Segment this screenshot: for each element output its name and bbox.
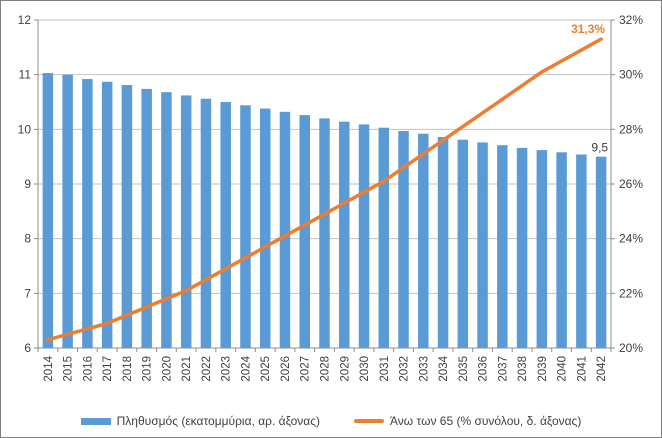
bar xyxy=(595,156,607,348)
left-axis-tick-label: 9 xyxy=(24,177,31,191)
right-axis-tick-label: 22% xyxy=(619,286,643,300)
x-axis-year-label: 2038 xyxy=(517,356,529,382)
x-axis-year-label: 2018 xyxy=(122,356,134,382)
right-axis-tick-label: 24% xyxy=(619,232,643,246)
x-axis-year-label: 2016 xyxy=(82,356,94,382)
x-axis-year-label: 2041 xyxy=(576,356,588,382)
x-axis-year-label: 2031 xyxy=(379,356,391,382)
x-axis-year-label: 2035 xyxy=(458,356,470,382)
bar xyxy=(82,79,93,348)
bar xyxy=(200,98,212,348)
right-axis-tick-label: 20% xyxy=(619,341,643,355)
over65-line xyxy=(46,37,603,342)
legend-label-population: Πληθυσμός (εκατομμύρια, αρ. άξονας) xyxy=(116,414,321,428)
x-axis-year-label: 2014 xyxy=(43,355,55,381)
bar xyxy=(576,154,587,348)
bar xyxy=(358,124,370,348)
bar xyxy=(437,136,449,348)
left-axis-tick-label: 10 xyxy=(18,122,32,136)
bar xyxy=(141,88,152,348)
left-axis-tick-label: 6 xyxy=(24,341,31,355)
bar xyxy=(240,105,251,348)
x-axis-year-label: 2021 xyxy=(181,356,193,382)
left-axis-tick-label: 12 xyxy=(18,13,32,27)
bar xyxy=(378,127,390,349)
left-axis-tick-label: 7 xyxy=(24,286,31,300)
bar xyxy=(259,108,271,348)
left-axis-tick-label: 11 xyxy=(19,68,32,82)
legend-label-over65: Άνω των 65 (% συνόλου, δ. άξονας) xyxy=(390,414,582,428)
right-axis-tick-label: 28% xyxy=(619,122,643,136)
x-axis-year-label: 2029 xyxy=(339,356,351,382)
x-axis-year-label: 2025 xyxy=(260,356,272,382)
x-axis-year-label: 2019 xyxy=(142,356,154,382)
x-axis-year-label: 2015 xyxy=(63,356,75,382)
x-axis-year-label: 2033 xyxy=(418,356,430,382)
bar xyxy=(42,73,54,348)
left-axis-tick-label: 8 xyxy=(24,232,31,246)
legend-item-over65: Άνω των 65 (% συνόλου, δ. άξονας) xyxy=(354,414,581,428)
bar xyxy=(299,115,310,349)
data-label: 9,5 xyxy=(591,141,608,155)
x-axis-year-label: 2017 xyxy=(102,356,114,382)
bar xyxy=(220,102,231,348)
bar xyxy=(319,118,330,349)
x-axis-year-label: 2042 xyxy=(596,356,608,382)
x-axis-year-label: 2022 xyxy=(201,356,213,382)
bar xyxy=(497,145,508,348)
data-label: 31,3% xyxy=(571,22,605,36)
bar xyxy=(398,130,409,348)
x-axis-year-label: 2034 xyxy=(438,355,450,381)
bar xyxy=(339,121,350,349)
bar xyxy=(556,152,567,348)
x-axis-year-label: 2037 xyxy=(497,356,509,382)
x-axis-year-label: 2039 xyxy=(537,356,549,382)
legend: Πληθυσμός (εκατομμύρια, αρ. άξονας) Άνω … xyxy=(1,414,661,428)
bar xyxy=(457,139,469,348)
legend-item-population: Πληθυσμός (εκατομμύρια, αρ. άξονας) xyxy=(80,414,321,428)
x-axis-year-label: 2028 xyxy=(320,356,332,382)
right-axis-tick-label: 26% xyxy=(619,177,643,191)
x-axis-year-label: 2026 xyxy=(280,356,292,382)
x-axis-year-label: 2030 xyxy=(359,356,371,382)
x-axis-year-label: 2023 xyxy=(221,356,233,382)
line-series-swatch xyxy=(354,419,385,423)
bar xyxy=(516,147,528,348)
x-axis-year-label: 2027 xyxy=(300,356,312,382)
x-axis-year-label: 2040 xyxy=(557,356,569,382)
right-axis-tick-label: 30% xyxy=(619,68,643,82)
bar xyxy=(62,74,73,349)
bar xyxy=(477,142,488,348)
bar xyxy=(418,133,429,348)
bar-series-swatch xyxy=(80,417,111,425)
bar xyxy=(279,111,291,348)
x-axis-year-label: 2020 xyxy=(161,356,173,382)
population-projection-chart: 6 7 8 9 10 11 12 20% 22% 24% 26% 28% 30% 32% 2014 2015 2… xyxy=(18,13,644,382)
bar xyxy=(180,95,192,348)
right-axis-tick-label: 32% xyxy=(619,13,643,27)
x-axis-year-label: 2024 xyxy=(240,355,252,381)
bar xyxy=(161,92,172,348)
x-axis-year-label: 2036 xyxy=(478,356,490,382)
bar xyxy=(121,85,133,348)
bar xyxy=(101,81,113,349)
bar xyxy=(536,150,548,348)
x-axis-year-label: 2032 xyxy=(399,356,411,382)
